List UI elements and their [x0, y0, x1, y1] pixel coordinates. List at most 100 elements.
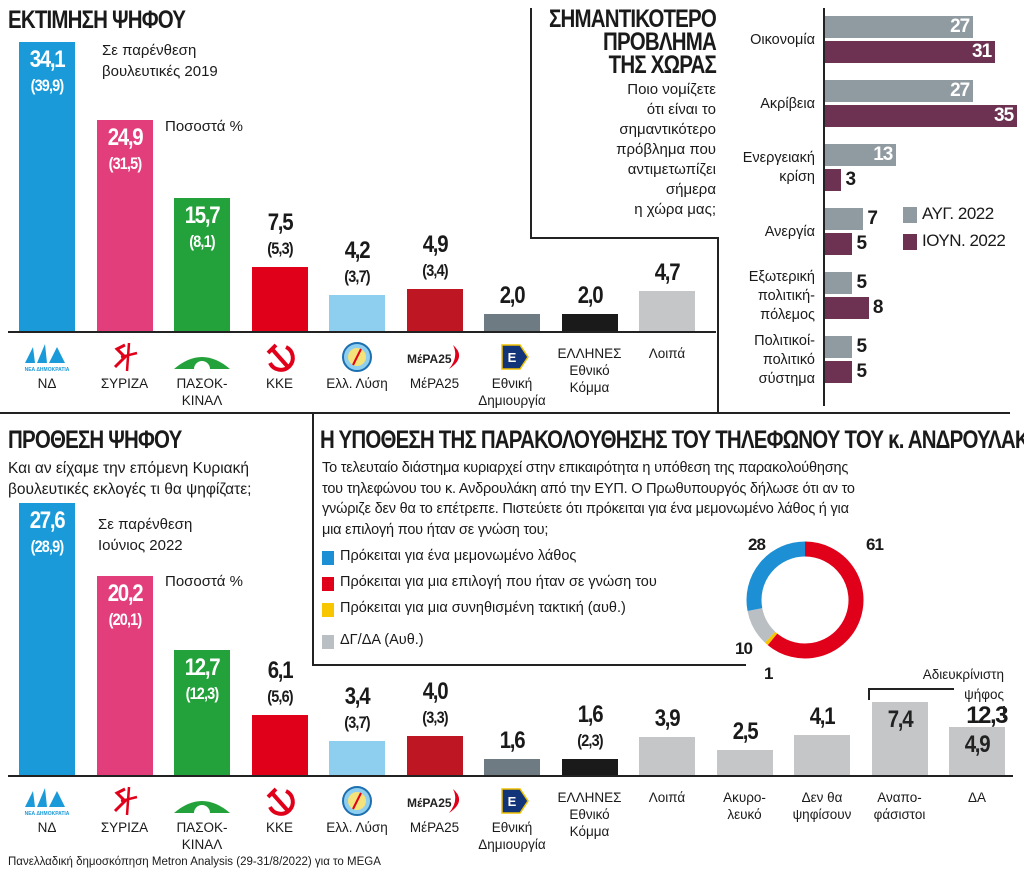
- legend-swatch: [322, 577, 334, 591]
- value-label: 3,9: [654, 704, 681, 732]
- bar: [825, 80, 974, 102]
- nd-logo-icon: ΝΕΑ ΔΗΜΟΚΡΑΤΙΑ: [17, 341, 77, 373]
- previous-value-label: (28,9): [30, 536, 65, 556]
- category-label: Εξωτερική πολιτική- πόλεμος: [748, 268, 815, 323]
- bar: [825, 272, 853, 294]
- value-label: 7,4: [887, 706, 913, 734]
- value-label: 4,9: [422, 231, 448, 259]
- legend-swatch: [322, 603, 334, 617]
- bar: [561, 314, 618, 331]
- value-label: 5: [856, 361, 867, 382]
- category-label: Εθνική Δημιουργία: [478, 376, 546, 408]
- legend-label: Πρόκειται για ένα μεμονωμένο λάθος: [340, 548, 577, 564]
- bar: [329, 295, 385, 331]
- bar: [825, 16, 974, 38]
- category-label: Ακρίβεια: [760, 95, 815, 112]
- value-label: 1,6: [577, 701, 603, 729]
- value-label: 5: [856, 336, 867, 357]
- category-label: ΚΚΕ: [265, 820, 293, 835]
- value-label: 4,0: [422, 677, 448, 705]
- bar: [19, 502, 75, 775]
- bar: [871, 702, 928, 775]
- category-label: Δεν θα ψηφίσουν: [792, 790, 852, 822]
- syriza-logo-icon: [95, 785, 155, 817]
- mera25-logo-icon: ΜέΡΑ25: [405, 785, 465, 817]
- legend-label: ΔΓ/ΔΑ (Αυθ.): [340, 632, 424, 648]
- annotation-bracket: [868, 688, 954, 690]
- previous-value-label: (2,3): [576, 731, 603, 751]
- value-label: 20,2: [107, 579, 143, 607]
- value-label: 3: [845, 169, 856, 190]
- bar: [19, 42, 75, 331]
- category-label: Λοιπά: [648, 790, 686, 805]
- value-label: 4,9: [964, 730, 991, 758]
- bar: [825, 361, 853, 383]
- vote-intention-unit: Ποσοστά %: [165, 573, 243, 590]
- value-label: 3,4: [344, 683, 371, 711]
- baseline: [8, 331, 716, 333]
- previous-value-label: (5,3): [266, 239, 293, 259]
- value-label: 4,2: [344, 237, 371, 265]
- bar: [406, 289, 463, 331]
- vote-intention-note: Σε παρένθεση Ιούνιος 2022: [98, 516, 193, 554]
- vote-estimate-unit: Ποσοστά %: [165, 118, 243, 135]
- bar: [174, 198, 230, 331]
- vote-intention-title: ΠΡΟΘΕΣΗ ΨΗΦΟΥ: [8, 426, 182, 454]
- bar: [329, 741, 385, 775]
- previous-value-label: (5,6): [266, 686, 293, 706]
- category-label: Πολιτικοί- πολιτικό σύστημα: [754, 332, 815, 387]
- category-label: ΚΚΕ: [265, 376, 293, 391]
- value-label: 5: [856, 233, 867, 254]
- category-label: Ελλ. Λύση: [326, 376, 388, 391]
- value-label: 7: [867, 208, 878, 229]
- annotation-bracket: [1003, 706, 1005, 718]
- divider: [717, 237, 719, 414]
- bar: [639, 736, 695, 775]
- svg-text:Ε: Ε: [508, 350, 517, 365]
- bar: [251, 714, 308, 775]
- previous-value-label: (20,1): [108, 609, 142, 629]
- divider: [530, 8, 532, 239]
- undecided-annotation-label: Αδιευκρίνιστη ψήφος: [922, 667, 1004, 702]
- value-label: 24,9: [107, 124, 143, 152]
- value-label: 13: [873, 144, 893, 165]
- bar: [825, 233, 853, 255]
- category-label: ΝΔ: [37, 376, 57, 391]
- category-label: ΣΥΡΙΖΑ: [100, 376, 149, 391]
- previous-value-label: (12,3): [185, 683, 220, 703]
- category-label: ΕΛΛΗΝΕΣ Εθνικό Κόμμα: [557, 790, 622, 839]
- legend-label: Πρόκειται για μια επιλογή που ήταν σε γν…: [340, 574, 657, 590]
- value-label: 35: [994, 105, 1014, 126]
- mera25-logo-icon: ΜέΡΑ25: [405, 341, 465, 373]
- previous-value-label: (3,4): [421, 261, 448, 281]
- previous-value-label: (3,7): [344, 713, 370, 733]
- category-label: Ακυρο- λευκό: [723, 790, 766, 822]
- bar: [484, 759, 540, 775]
- slice-value-label: 28: [748, 535, 766, 554]
- value-label: 2,5: [732, 718, 758, 746]
- category-label: Ανεργία: [764, 223, 815, 240]
- svg-text:ΜέΡΑ25: ΜέΡΑ25: [407, 352, 452, 366]
- bar: [561, 759, 618, 775]
- legend-swatch: [322, 635, 334, 649]
- category-label: ΜέΡΑ25: [409, 820, 460, 835]
- problem-title: ΣΗΜΑΝΤΙΚΟΤΕΡΟ ΠΡΟΒΛΗΜΑ ΤΗΣ ΧΩΡΑΣ: [549, 5, 717, 79]
- bar: [716, 750, 773, 775]
- slice-value-label: 10: [735, 639, 753, 658]
- value-label: 4,1: [809, 702, 836, 730]
- category-label: Ελλ. Λύση: [326, 820, 388, 835]
- value-label: 5: [856, 272, 867, 293]
- category-label: Λοιπά: [648, 346, 686, 361]
- bar: [825, 336, 853, 358]
- legend-swatch: [903, 234, 917, 250]
- divider: [0, 412, 1010, 414]
- legend-swatch: [903, 207, 917, 223]
- donut-slice: [764, 631, 778, 646]
- value-label: 2,0: [577, 282, 603, 310]
- slice-value-label: 1: [764, 664, 774, 683]
- category-label: ΣΥΡΙΖΑ: [100, 820, 149, 835]
- category-label: ΕΛΛΗΝΕΣ Εθνικό Κόμμα: [557, 346, 622, 395]
- category-label: Ενεργειακή κρίση: [742, 150, 815, 185]
- ellisi-logo-icon: [327, 785, 387, 817]
- legend-label: ΙΟΥΝ. 2022: [922, 231, 1006, 250]
